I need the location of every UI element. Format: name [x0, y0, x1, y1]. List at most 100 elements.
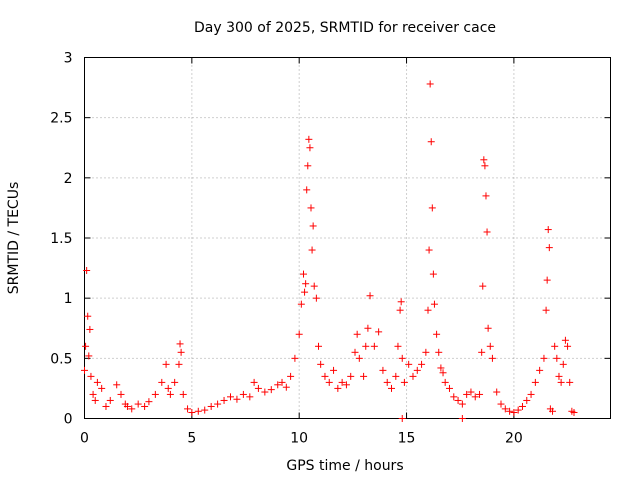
- data-point: [426, 80, 434, 88]
- y-tick-label: 0.5: [50, 351, 72, 367]
- data-point: [409, 372, 417, 380]
- data-point: [353, 330, 361, 338]
- data-point: [433, 330, 441, 338]
- data-point: [437, 364, 445, 372]
- data-point: [481, 162, 489, 170]
- data-point: [85, 352, 93, 360]
- data-point: [422, 348, 430, 356]
- data-point: [188, 408, 196, 416]
- data-point: [458, 415, 466, 422]
- grid-lines: [84, 57, 611, 419]
- data-point: [158, 378, 166, 386]
- data-point: [201, 406, 209, 414]
- axis-tick-labels: 0 5 10 15 20 0 0.5 1 1.5 2 2.5 3: [50, 51, 523, 447]
- data-point: [84, 312, 92, 320]
- data-point: [307, 204, 315, 212]
- data-point: [564, 342, 572, 350]
- data-point: [362, 342, 370, 350]
- data-point: [454, 396, 462, 404]
- data-point: [479, 282, 487, 290]
- data-point: [302, 280, 310, 288]
- data-point: [542, 306, 550, 314]
- data-point: [360, 372, 368, 380]
- data-point: [435, 348, 443, 356]
- data-point: [545, 244, 553, 252]
- data-point: [428, 204, 436, 212]
- data-point: [523, 396, 531, 404]
- data-point: [86, 325, 94, 333]
- data-point: [312, 294, 320, 302]
- data-point: [480, 156, 488, 164]
- data-point: [250, 378, 258, 386]
- data-point: [561, 336, 569, 344]
- data-point: [113, 381, 121, 389]
- data-point: [254, 384, 262, 392]
- x-tick-label: 0: [80, 431, 89, 447]
- data-point: [549, 407, 557, 415]
- data-point: [164, 384, 172, 392]
- data-point: [383, 378, 391, 386]
- data-point: [544, 226, 552, 234]
- data-point: [338, 378, 346, 386]
- y-tick-label: 2: [64, 171, 73, 187]
- data-point: [497, 400, 505, 408]
- data-point: [179, 390, 187, 398]
- data-point: [91, 396, 99, 404]
- data-point: [397, 298, 405, 306]
- data-point: [299, 270, 307, 278]
- data-point: [445, 384, 453, 392]
- data-point: [527, 390, 535, 398]
- data-point: [194, 407, 202, 415]
- data-point: [98, 384, 106, 392]
- data-point: [429, 270, 437, 278]
- data-point: [330, 366, 338, 374]
- data-point: [355, 354, 363, 362]
- data-point: [171, 378, 179, 386]
- data-point: [123, 402, 131, 410]
- data-point: [405, 360, 413, 368]
- data-point: [427, 138, 435, 146]
- y-tick-label: 0: [64, 412, 73, 428]
- data-point: [398, 354, 406, 362]
- data-point: [379, 366, 387, 374]
- data-point: [418, 360, 426, 368]
- y-tick-label: 3: [64, 51, 73, 67]
- data-point: [543, 276, 551, 284]
- data-point: [483, 228, 491, 236]
- data-point: [388, 384, 396, 392]
- data-point: [308, 246, 316, 254]
- data-point: [514, 406, 522, 414]
- data-point: [82, 342, 90, 350]
- data-point: [282, 383, 290, 391]
- data-point: [540, 354, 548, 362]
- data-point: [425, 246, 433, 254]
- data-point: [463, 390, 471, 398]
- data-point: [518, 402, 526, 410]
- data-point: [261, 388, 269, 396]
- data-point: [493, 388, 501, 396]
- data-point: [102, 402, 110, 410]
- data-point: [488, 354, 496, 362]
- data-points: [81, 80, 578, 422]
- data-point: [291, 354, 299, 362]
- data-point: [184, 405, 192, 413]
- data-point: [347, 372, 355, 380]
- x-axis-label: GPS time / hours: [286, 458, 403, 474]
- data-point: [476, 390, 484, 398]
- data-point: [309, 222, 317, 230]
- data-point: [87, 372, 95, 380]
- data-point: [81, 366, 88, 374]
- data-point: [482, 192, 490, 200]
- y-axis-label: SRMTID / TECUs: [6, 182, 22, 295]
- data-point: [486, 342, 494, 350]
- data-point: [162, 360, 170, 368]
- data-point: [267, 386, 275, 394]
- data-point: [274, 381, 282, 389]
- data-point: [555, 372, 563, 380]
- data-point: [450, 393, 458, 401]
- data-point: [176, 340, 184, 348]
- data-point: [370, 342, 378, 350]
- data-point: [501, 405, 509, 413]
- data-point: [536, 366, 544, 374]
- data-point: [439, 369, 447, 377]
